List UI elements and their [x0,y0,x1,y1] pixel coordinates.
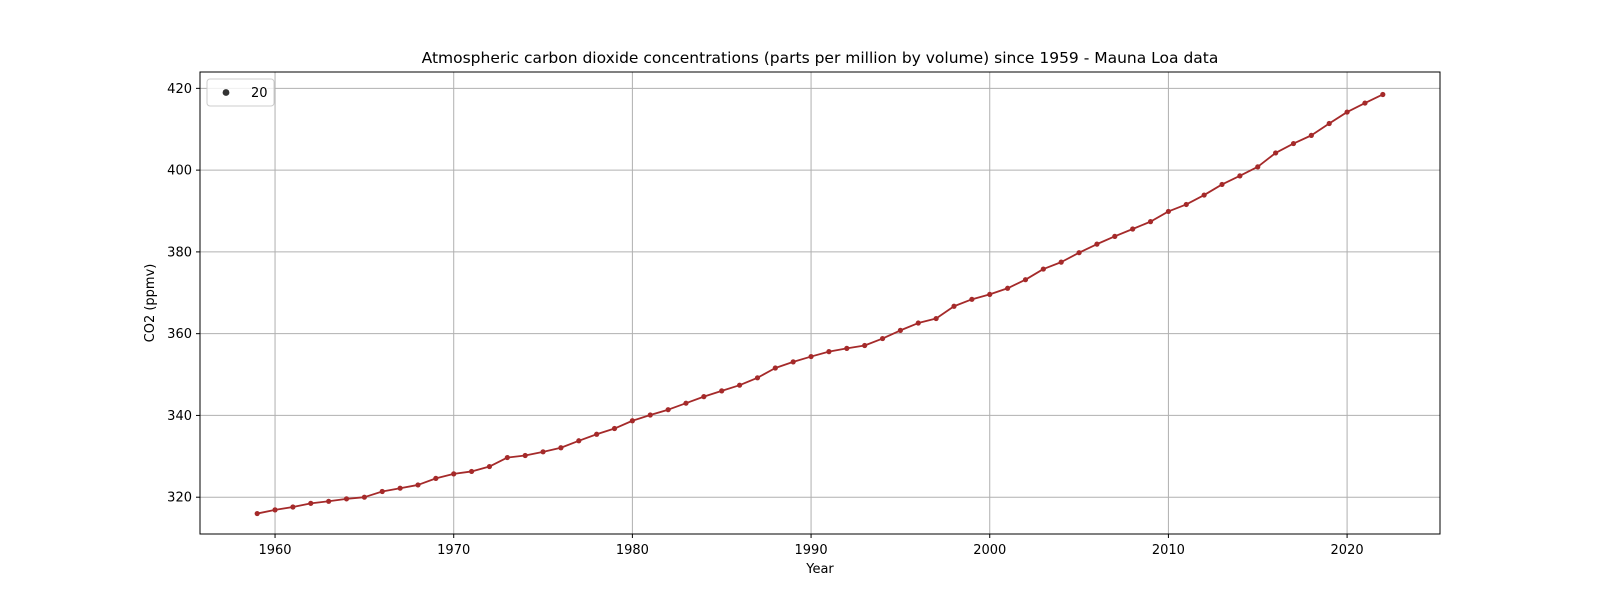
data-point [361,494,367,500]
data-point [1005,285,1011,291]
x-tick-label: 2010 [1152,543,1185,558]
co2-series-line [256,93,1384,515]
data-point [754,375,761,381]
data-point [451,471,457,477]
co2-series [254,91,1386,517]
y-tick-label: 400 [167,164,192,179]
data-point [522,452,528,459]
data-point [1094,241,1100,247]
data-point [862,342,868,349]
y-axis-title: CO2 (ppmv) [143,264,158,343]
data-point [647,412,653,418]
legend: 20 [206,78,275,107]
data-point [772,365,778,371]
axis-ticks: 1960 1970 1980 1990 2000 2010 2020 320 340 360 380… [167,82,1363,558]
data-point [343,496,350,502]
data-point [504,454,510,461]
data-point [1040,266,1046,272]
data-point [594,431,600,437]
data-point [486,463,493,470]
x-tick-label: 1970 [437,543,470,558]
data-point [1201,192,1207,198]
legend-box [206,78,275,107]
data-point [415,482,421,488]
data-point [737,382,743,388]
y-tick-label: 420 [167,82,192,97]
data-point [1165,208,1172,215]
data-point [987,291,993,298]
grid-lines [200,72,1440,534]
data-point [665,407,671,413]
data-point [844,345,850,351]
data-point [808,353,814,360]
y-tick-label: 340 [167,409,192,424]
data-point [683,400,689,406]
data-point [611,425,618,432]
data-point [701,394,707,400]
data-point [558,445,564,451]
data-point [969,296,975,302]
legend-label: 20 [251,86,268,101]
data-point [379,488,385,495]
data-point [576,438,582,444]
data-point [1362,100,1368,106]
data-point [897,327,904,333]
y-tick-label: 360 [167,327,192,342]
data-point [951,303,957,309]
data-point [397,485,403,491]
data-point [468,468,475,475]
data-point [1326,120,1332,127]
data-point [826,349,832,355]
data-point [933,315,939,322]
x-axis-title: Year [805,562,834,577]
data-point [1022,277,1029,283]
data-point [629,418,635,424]
data-point [1219,181,1225,188]
data-point [1237,173,1243,179]
data-point [1130,226,1136,232]
data-point [272,507,278,513]
x-tick-label: 2000 [973,543,1006,558]
data-point [1380,91,1386,98]
data-point [326,498,332,504]
data-point [1290,140,1297,147]
chart-title: Atmospheric carbon dioxide concentration… [422,49,1219,67]
y-tick-label: 320 [167,491,192,506]
x-tick-label: 1980 [616,543,649,558]
data-point [879,335,886,342]
plot-area-frame [199,71,1441,535]
data-point [1344,109,1350,115]
data-point [1183,201,1189,208]
data-point [1058,259,1064,265]
data-point [1147,219,1154,225]
data-point [915,320,921,326]
data-point [1308,132,1314,138]
data-point [719,388,725,394]
legend-marker [222,89,230,96]
data-point [308,500,314,506]
data-point [540,449,546,455]
data-point [790,359,796,365]
x-tick-label: 1960 [258,543,291,558]
x-tick-label: 1990 [795,543,828,558]
data-point [1076,250,1082,256]
data-point [254,510,260,517]
data-point [433,475,439,481]
data-point [1273,150,1279,156]
data-point [1255,164,1261,170]
y-tick-label: 380 [167,245,192,260]
data-point [1112,233,1118,239]
x-tick-label: 2020 [1331,543,1364,558]
data-point [290,504,296,510]
